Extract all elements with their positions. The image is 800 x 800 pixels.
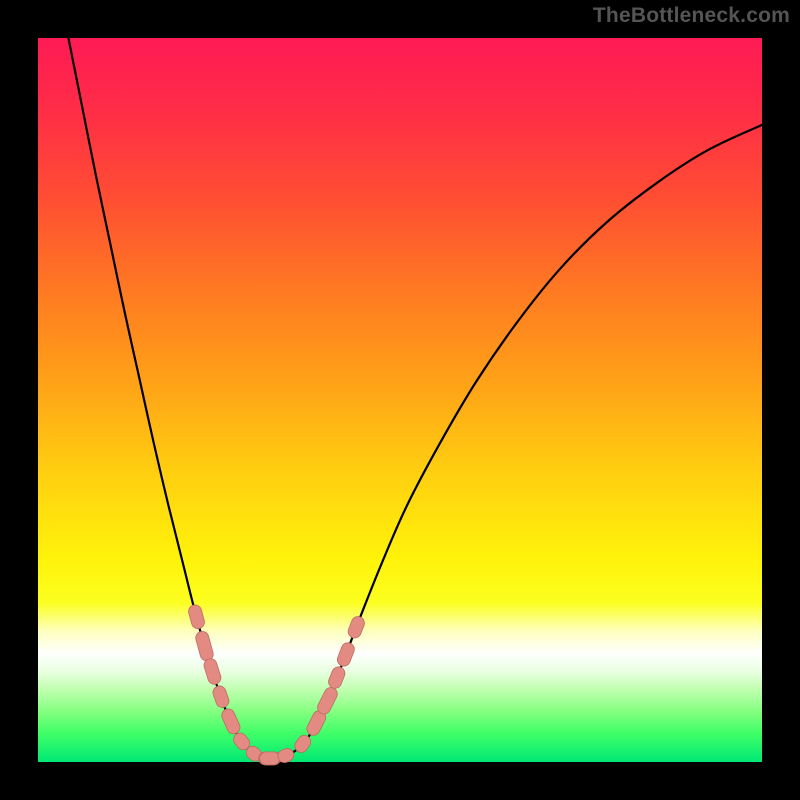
bead-marker [260, 752, 280, 765]
bead-marker [327, 665, 347, 690]
bead-marker [220, 707, 242, 736]
markers-group [187, 603, 366, 764]
bead-marker [315, 685, 339, 716]
watermark-text: TheBottleneck.com [593, 4, 790, 28]
stage: TheBottleneck.com [0, 0, 800, 800]
curve-left-branch [68, 38, 269, 758]
chart-svg [38, 38, 762, 762]
bead-marker [211, 684, 231, 709]
bead-marker [202, 657, 222, 686]
bead-marker [346, 615, 366, 640]
bead-marker [187, 603, 206, 630]
bead-marker [335, 641, 356, 668]
plot-area [38, 38, 762, 762]
bead-marker [194, 630, 214, 662]
